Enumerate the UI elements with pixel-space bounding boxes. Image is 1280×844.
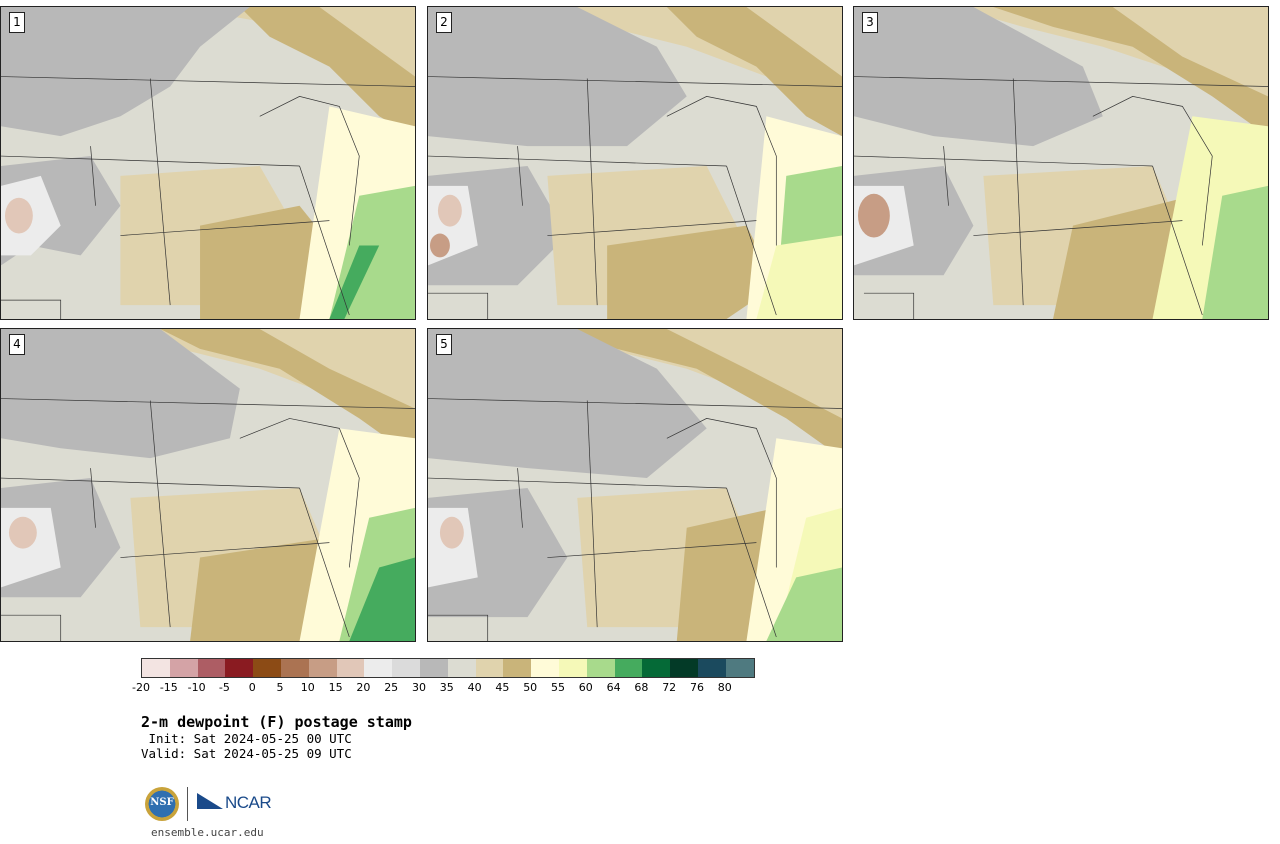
colorbar-swatch bbox=[308, 659, 337, 677]
colorbar-swatch bbox=[642, 659, 671, 677]
colorbar-swatch bbox=[725, 659, 754, 677]
postage-stamp-map-1: 1 bbox=[0, 6, 416, 320]
colorbar-tick-label: 0 bbox=[248, 681, 256, 694]
logo-divider bbox=[187, 787, 188, 821]
sponsor-logos: NSF NCAR bbox=[145, 785, 275, 825]
colorbar-tick-label: 5 bbox=[276, 681, 284, 694]
colorbar-swatch bbox=[670, 659, 698, 677]
colorbar-tick-label: -15 bbox=[159, 681, 178, 694]
init-time: Init: Sat 2024-05-25 00 UTC bbox=[141, 731, 352, 746]
ncar-logo-icon bbox=[197, 793, 223, 809]
panel-number: 3 bbox=[862, 12, 878, 33]
colorbar-tick-label: 35 bbox=[439, 681, 454, 694]
colorbar-tick-labels: -20 -15 -10 -5 0 5 10 15 20 25 30 35 40 45 50 55 60 64 68 7… bbox=[132, 681, 761, 695]
colorbar-swatch bbox=[169, 659, 198, 677]
panel-number: 1 bbox=[9, 12, 25, 33]
colorbar-swatch bbox=[280, 659, 309, 677]
panel-number: 2 bbox=[436, 12, 452, 33]
colorbar-swatch bbox=[392, 659, 420, 677]
panel-number: 4 bbox=[9, 334, 25, 355]
colorbar-swatch bbox=[614, 659, 643, 677]
dewpoint-map-1 bbox=[1, 7, 415, 319]
colorbar-swatch bbox=[586, 659, 615, 677]
colorbar-tick-label: 55 bbox=[551, 681, 565, 694]
colorbar-tick-label: 68 bbox=[634, 681, 649, 694]
colorbar-tick-label: 50 bbox=[523, 681, 538, 694]
colorbar-tick-label: 76 bbox=[690, 681, 704, 694]
colorbar-swatch bbox=[225, 659, 254, 677]
dewpoint-map-2 bbox=[428, 7, 842, 319]
colorbar-swatch bbox=[419, 659, 448, 677]
website-url: ensemble.ucar.edu bbox=[151, 826, 264, 839]
dewpoint-map-5 bbox=[428, 329, 842, 641]
colorbar-tick-label: 60 bbox=[578, 681, 593, 694]
colorbar-swatch bbox=[558, 659, 587, 677]
valid-time: Valid: Sat 2024-05-25 09 UTC bbox=[141, 746, 352, 761]
dewpoint-colorbar bbox=[141, 658, 755, 678]
colorbar-swatch bbox=[142, 659, 170, 677]
colorbar-tick-label: -10 bbox=[187, 681, 206, 694]
colorbar-swatch bbox=[364, 659, 393, 677]
colorbar-tick-label: 25 bbox=[384, 681, 399, 694]
colorbar-tick-label: 40 bbox=[467, 681, 482, 694]
colorbar-swatch bbox=[697, 659, 726, 677]
colorbar-tick-label: 80 bbox=[717, 681, 732, 694]
colorbar-swatch bbox=[197, 659, 226, 677]
colorbar-tick-label: -5 bbox=[218, 681, 230, 694]
panel-number: 5 bbox=[436, 334, 452, 355]
nsf-logo-icon: NSF bbox=[145, 787, 179, 821]
postage-stamp-map-5: 5 bbox=[427, 328, 843, 642]
postage-stamp-map-2: 2 bbox=[427, 6, 843, 320]
colorbar-tick-label: 45 bbox=[495, 681, 510, 694]
colorbar-swatch bbox=[503, 659, 532, 677]
colorbar-tick-label: 64 bbox=[606, 681, 621, 694]
colorbar-tick-label: -20 bbox=[132, 681, 150, 694]
postage-stamp-map-4: 4 bbox=[0, 328, 416, 642]
figure-title: 2-m dewpoint (F) postage stamp bbox=[141, 713, 412, 731]
dewpoint-map-3 bbox=[854, 7, 1268, 319]
colorbar-tick-label: 72 bbox=[662, 681, 677, 694]
colorbar-tick-label: 10 bbox=[300, 681, 315, 694]
colorbar-swatch bbox=[336, 659, 365, 677]
colorbar-tick-label: 15 bbox=[328, 681, 343, 694]
colorbar-swatch bbox=[475, 659, 504, 677]
postage-stamp-map-3: 3 bbox=[853, 6, 1269, 320]
ncar-logo-text: NCAR bbox=[225, 793, 272, 812]
colorbar-swatch bbox=[253, 659, 281, 677]
colorbar-swatch bbox=[447, 659, 476, 677]
colorbar-tick-label: 20 bbox=[356, 681, 371, 694]
dewpoint-map-4 bbox=[1, 329, 415, 641]
colorbar-swatch bbox=[531, 659, 559, 677]
colorbar-tick-label: 30 bbox=[412, 681, 426, 694]
